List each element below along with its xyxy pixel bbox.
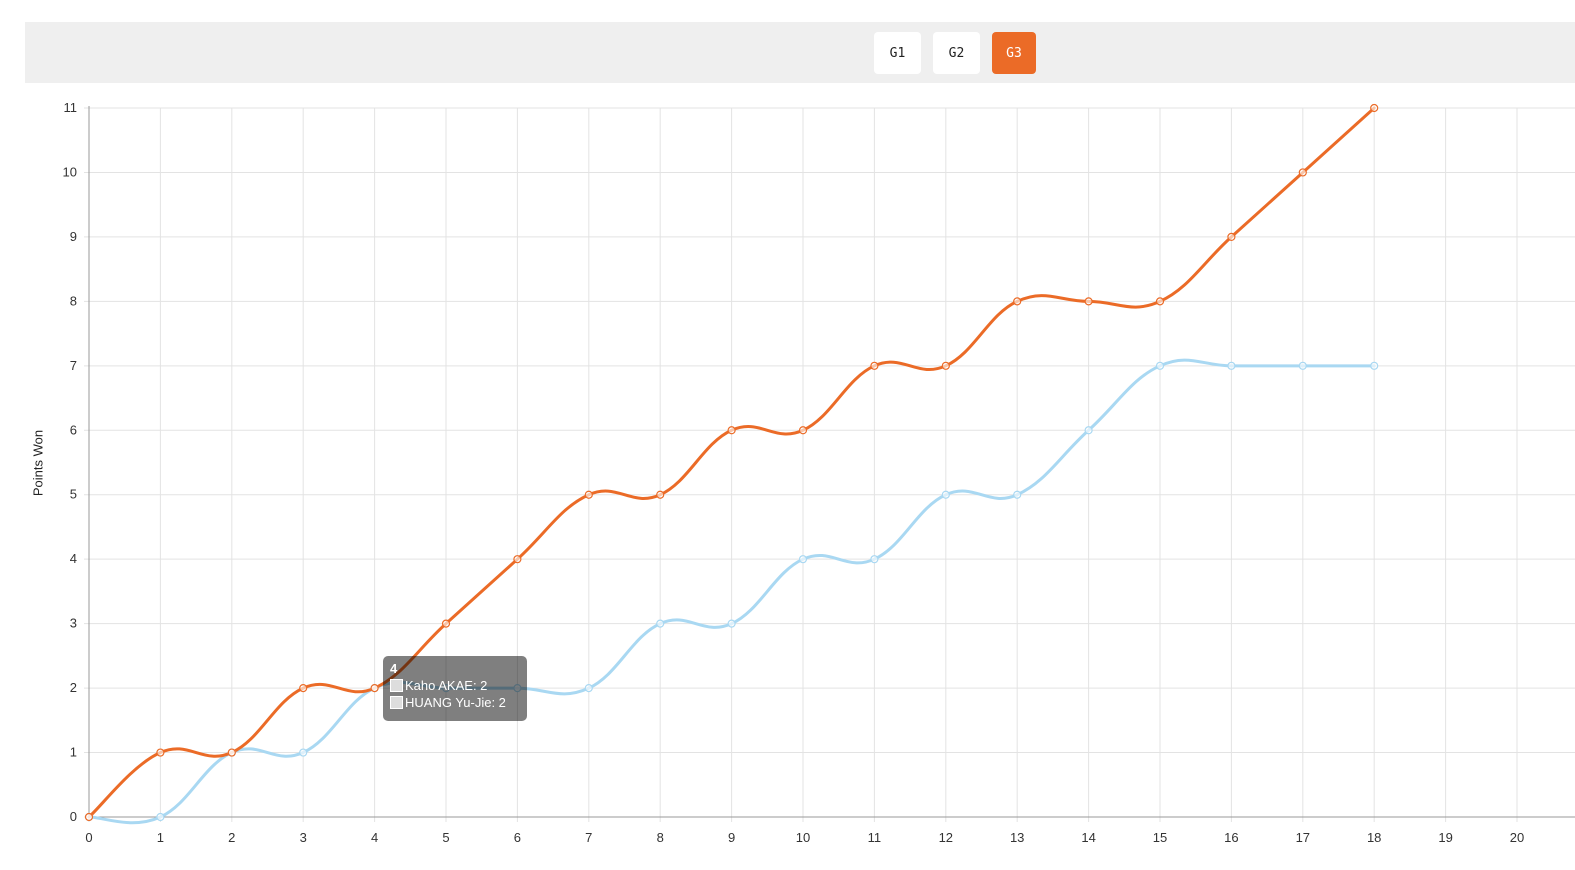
data-point xyxy=(1298,168,1307,177)
data-point xyxy=(656,619,665,628)
data-point xyxy=(1013,297,1022,306)
data-point xyxy=(1227,232,1236,242)
data-point xyxy=(1298,361,1307,370)
y-tick-label: 11 xyxy=(64,100,78,115)
data-point xyxy=(1084,297,1093,306)
data-point xyxy=(798,426,808,435)
data-point xyxy=(941,490,950,499)
tab-g3[interactable]: G3 xyxy=(992,32,1036,74)
data-point xyxy=(941,361,950,370)
game-tabs: G1 G2 G3 xyxy=(874,32,1036,74)
grid-lines xyxy=(84,107,1575,822)
data-point xyxy=(798,555,808,564)
x-tick-label: 3 xyxy=(300,830,307,845)
data-point xyxy=(513,555,522,564)
tooltip-row-text: HUANG Yu-Jie: 2 xyxy=(405,695,506,710)
data-point xyxy=(441,619,451,628)
data-point xyxy=(156,748,165,757)
x-tick-label: 13 xyxy=(1010,830,1024,845)
x-tick-label: 2 xyxy=(228,830,235,845)
data-point xyxy=(299,748,308,757)
x-tick-label: 4 xyxy=(371,830,378,845)
y-tick-label: 5 xyxy=(70,487,77,502)
data-point xyxy=(870,361,879,370)
x-tick-label: 18 xyxy=(1367,830,1381,845)
x-tick-label: 12 xyxy=(939,830,953,845)
x-tick-label: 1 xyxy=(157,830,164,845)
tab-g2[interactable]: G2 xyxy=(933,32,980,74)
x-tick-label: 0 xyxy=(85,830,92,845)
x-tick-label: 19 xyxy=(1438,830,1452,845)
x-tick-label: 10 xyxy=(796,830,810,845)
data-point xyxy=(370,683,379,693)
data-point xyxy=(227,748,236,757)
y-tick-label: 10 xyxy=(63,164,77,179)
x-tick-label: 16 xyxy=(1224,830,1238,845)
x-tick-label: 7 xyxy=(585,830,592,845)
axes xyxy=(88,106,1575,818)
x-tick-label: 15 xyxy=(1153,830,1167,845)
x-tick-label: 14 xyxy=(1081,830,1095,845)
series-swatch-icon xyxy=(390,679,403,692)
hover-tooltip: 4 Kaho AKAE: 2 HUANG Yu-Jie: 2 xyxy=(383,656,527,721)
data-point xyxy=(84,812,94,822)
data-point xyxy=(727,426,736,435)
y-tick-label: 0 xyxy=(70,809,77,824)
x-tick-label: 8 xyxy=(657,830,664,845)
y-tick-label: 4 xyxy=(70,551,77,566)
game-selector-bar xyxy=(25,22,1575,83)
tick-labels: 0 1 2 3 4 5 6 7 8 9 10 11 12 13 14 15 16 17 18 19 2001234567… xyxy=(63,100,1525,845)
y-tick-label: 3 xyxy=(70,616,77,631)
tooltip-row: Kaho AKAE: 2 xyxy=(390,677,520,694)
y-tick-label: 8 xyxy=(70,293,77,308)
data-point xyxy=(299,683,308,693)
data-point xyxy=(1084,426,1093,435)
y-tick-label: 7 xyxy=(70,358,77,373)
data-point xyxy=(1370,361,1379,370)
data-point xyxy=(727,619,736,628)
data-point xyxy=(156,812,165,822)
y-tick-label: 1 xyxy=(70,745,77,760)
tooltip-title: 4 xyxy=(390,661,398,676)
x-tick-label: 20 xyxy=(1510,830,1524,845)
y-tick-label: 2 xyxy=(70,680,77,695)
series-swatch-icon xyxy=(390,696,403,709)
x-tick-label: 5 xyxy=(442,830,449,845)
data-point xyxy=(1155,297,1165,306)
data-point xyxy=(584,490,593,499)
data-point xyxy=(584,683,593,693)
x-tick-label: 11 xyxy=(868,830,882,845)
data-point xyxy=(656,490,665,499)
data-point xyxy=(1227,361,1236,370)
x-tick-label: 9 xyxy=(728,830,735,845)
tooltip-row: HUANG Yu-Jie: 2 xyxy=(390,694,520,711)
tooltip-row-text: Kaho AKAE: 2 xyxy=(405,678,488,693)
y-tick-label: 6 xyxy=(70,422,77,437)
data-point xyxy=(1155,361,1165,370)
data-point xyxy=(870,555,879,564)
x-tick-label: 17 xyxy=(1296,830,1310,845)
data-point xyxy=(1370,103,1379,113)
tab-g1[interactable]: G1 xyxy=(874,32,921,74)
x-tick-label: 6 xyxy=(514,830,521,845)
data-point xyxy=(1013,490,1022,499)
y-tick-label: 9 xyxy=(70,229,77,244)
